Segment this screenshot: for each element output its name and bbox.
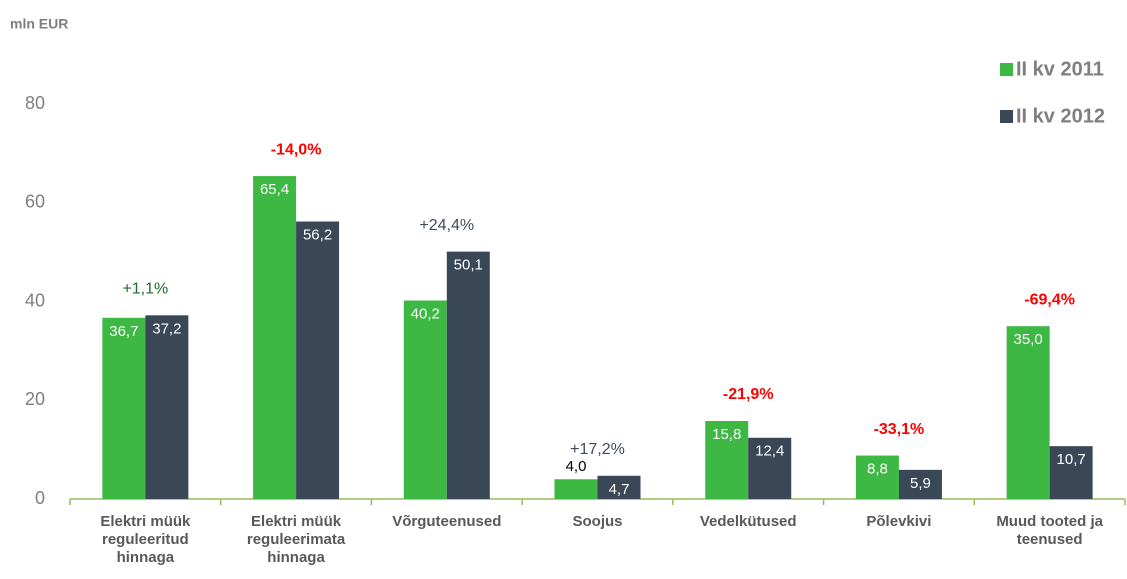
change-label: +1,1% <box>122 281 168 298</box>
value-label: 56,2 <box>303 226 332 243</box>
change-label: -14,0% <box>271 141 322 158</box>
value-label: 8,8 <box>867 461 888 478</box>
legend-label: II kv 2012 <box>1016 105 1105 127</box>
change-label: -69,4% <box>1024 291 1075 308</box>
value-label: 50,1 <box>454 257 483 274</box>
bar <box>403 300 447 499</box>
value-label: 35,0 <box>1014 331 1043 348</box>
bar <box>1006 326 1050 499</box>
bar <box>446 251 490 499</box>
value-label: 65,4 <box>260 181 289 198</box>
value-label: 4,7 <box>609 481 630 498</box>
y-tick-label: 60 <box>25 192 45 212</box>
bar <box>855 455 899 499</box>
bar <box>705 420 749 499</box>
x-tick-label: Soojus <box>572 513 623 530</box>
bar <box>597 475 641 499</box>
legend-swatch <box>1000 110 1013 123</box>
bar <box>748 437 792 499</box>
x-tick-label: Muud tooted ja teenused <box>996 513 1103 548</box>
legend-label: II kv 2011 <box>1016 58 1104 80</box>
x-tick-label: Võrguteenused <box>392 513 502 530</box>
change-label: +24,4% <box>419 217 474 234</box>
bar <box>145 315 189 499</box>
value-label: 12,4 <box>755 443 784 460</box>
change-label: -33,1% <box>874 421 925 438</box>
value-label: 40,2 <box>411 305 440 322</box>
value-label: 36,7 <box>109 323 138 340</box>
bar <box>554 479 598 499</box>
value-label: 5,9 <box>910 475 931 492</box>
change-label: -21,9% <box>723 386 774 403</box>
bar <box>1049 446 1093 499</box>
bar <box>102 317 146 499</box>
y-tick-label: 40 <box>25 290 45 310</box>
bar <box>296 221 340 499</box>
bar <box>253 176 297 499</box>
x-tick-label: Põlevkivi <box>866 513 932 530</box>
x-tick-label: Vedelkütused <box>699 513 797 530</box>
value-label: 4,0 <box>566 458 587 475</box>
y-tick-label: 20 <box>25 389 45 409</box>
bar <box>898 469 942 499</box>
legend-swatch <box>1000 63 1013 76</box>
value-label: 37,2 <box>152 320 181 337</box>
unit-label: mln EUR <box>10 16 68 32</box>
x-tick-label: Elektri müük reguleeritud hinnaga <box>100 513 191 566</box>
y-tick-label: 80 <box>25 93 45 113</box>
x-tick-label: Elektri müük reguleerimata hinnaga <box>246 513 346 566</box>
change-label: +17,2% <box>570 441 625 458</box>
y-tick-label: 0 <box>35 488 45 508</box>
value-label: 15,8 <box>712 426 741 443</box>
value-label: 10,7 <box>1057 451 1086 468</box>
